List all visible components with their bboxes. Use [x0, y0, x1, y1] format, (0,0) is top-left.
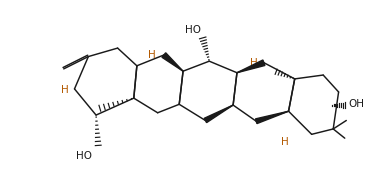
Text: H: H: [61, 85, 68, 95]
Text: OH: OH: [349, 99, 365, 109]
Text: HO: HO: [185, 25, 201, 35]
Text: H: H: [148, 50, 156, 60]
Polygon shape: [237, 60, 265, 73]
Polygon shape: [162, 53, 183, 71]
Polygon shape: [255, 111, 289, 124]
Text: H: H: [281, 137, 289, 147]
Text: HO: HO: [76, 151, 92, 161]
Polygon shape: [204, 105, 233, 123]
Text: H: H: [250, 58, 258, 68]
